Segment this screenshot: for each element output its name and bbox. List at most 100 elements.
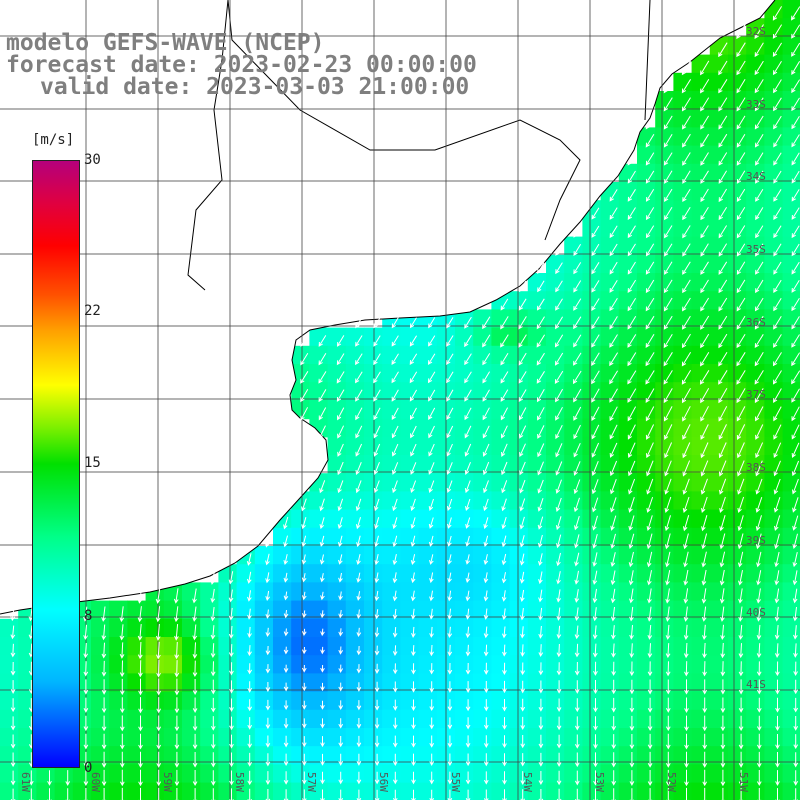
wind-cell — [509, 637, 529, 656]
wind-cell — [691, 418, 711, 438]
wind-cell — [218, 782, 238, 800]
wind-arrow — [210, 679, 216, 695]
wind-arrow — [718, 297, 728, 312]
wind-cell — [709, 91, 729, 110]
wind-cell — [618, 473, 638, 492]
wind-arrow — [538, 789, 544, 800]
wind-cell — [673, 364, 693, 383]
wind-cell — [764, 236, 784, 256]
wind-arrow — [736, 42, 746, 58]
wind-arrow — [646, 478, 654, 495]
wind-arrow — [718, 388, 728, 404]
wind-cell — [655, 273, 674, 292]
wind-arrow — [428, 517, 434, 529]
wind-cell — [218, 709, 238, 729]
wind-arrow — [611, 752, 617, 768]
wind-arrow — [791, 442, 800, 458]
wind-cell — [618, 345, 638, 365]
wind-cell — [200, 764, 219, 784]
wind-arrow — [356, 554, 361, 566]
wind-cell — [655, 491, 674, 511]
wind-arrow — [736, 352, 746, 367]
wind-arrow — [520, 753, 526, 767]
wind-arrow — [10, 661, 16, 676]
wind-cell — [728, 127, 747, 147]
wind-arrow — [628, 460, 636, 477]
wind-arrow — [229, 716, 234, 731]
wind-cell — [582, 345, 602, 365]
wind-arrow — [720, 733, 726, 750]
wind-cell — [455, 709, 474, 729]
wind-arrow — [174, 697, 180, 714]
wind-cell — [54, 782, 74, 800]
wind-cell — [163, 709, 183, 729]
wind-arrow — [283, 771, 289, 785]
wind-arrow — [374, 681, 380, 693]
wind-cell — [691, 72, 711, 92]
wind-cell — [364, 418, 383, 438]
wind-cell — [254, 728, 274, 747]
wind-arrow — [573, 388, 582, 403]
wind-arrow — [755, 442, 764, 459]
wind-arrow — [464, 425, 472, 439]
wind-cell — [382, 564, 401, 583]
wind-cell — [600, 254, 620, 274]
wind-cell — [91, 709, 110, 729]
wind-cell — [637, 673, 656, 693]
wind-arrow — [356, 627, 362, 638]
wind-cell — [109, 746, 128, 765]
wind-arrow — [775, 661, 780, 677]
wind-cell — [600, 455, 620, 474]
wind-cell — [637, 600, 656, 620]
wind-arrow — [300, 371, 309, 384]
wind-cell — [655, 618, 674, 638]
wind-arrow — [700, 297, 710, 312]
wind-cell — [728, 782, 747, 800]
wind-cell — [673, 509, 693, 529]
wind-arrow — [755, 496, 763, 513]
wind-arrow — [265, 789, 271, 800]
wind-arrow — [538, 771, 544, 786]
wind-cell — [673, 455, 693, 474]
wind-arrow — [554, 352, 564, 366]
wind-cell — [473, 382, 492, 401]
wind-cell — [546, 364, 565, 383]
wind-cell — [746, 382, 765, 401]
wind-cell — [473, 345, 492, 365]
wind-arrow — [47, 770, 52, 786]
wind-cell — [473, 600, 492, 620]
wind-arrow — [320, 628, 325, 637]
wind-cell — [273, 546, 292, 565]
wind-cell — [455, 327, 474, 347]
wind-arrow — [501, 572, 507, 584]
wind-cell — [709, 509, 729, 529]
wind-cell — [655, 455, 674, 474]
wind-cell — [546, 600, 565, 620]
wind-arrow — [755, 406, 764, 422]
lat-label: 35S — [746, 243, 766, 256]
wind-cell — [527, 764, 547, 784]
wind-cell — [473, 400, 492, 420]
wind-cell — [691, 582, 711, 602]
wind-cell — [600, 309, 620, 329]
wind-cell — [564, 364, 583, 383]
wind-cell — [709, 491, 729, 511]
wind-arrow — [229, 734, 234, 749]
wind-arrow — [155, 588, 161, 604]
wind-cell — [163, 618, 183, 638]
wind-arrow — [647, 715, 653, 732]
wind-arrow — [609, 334, 618, 348]
wind-arrow — [702, 642, 707, 659]
wind-arrow — [301, 628, 307, 637]
wind-arrow — [574, 625, 580, 640]
wind-arrow — [28, 788, 34, 800]
wind-cell — [673, 182, 693, 201]
wind-cell — [527, 455, 547, 474]
lat-label: 38S — [746, 461, 766, 474]
wind-arrow — [684, 787, 689, 800]
wind-cell — [709, 54, 729, 74]
wind-arrow — [447, 517, 452, 529]
wind-arrow — [701, 515, 708, 532]
wind-cell — [291, 673, 310, 693]
wind-arrow — [373, 443, 381, 457]
